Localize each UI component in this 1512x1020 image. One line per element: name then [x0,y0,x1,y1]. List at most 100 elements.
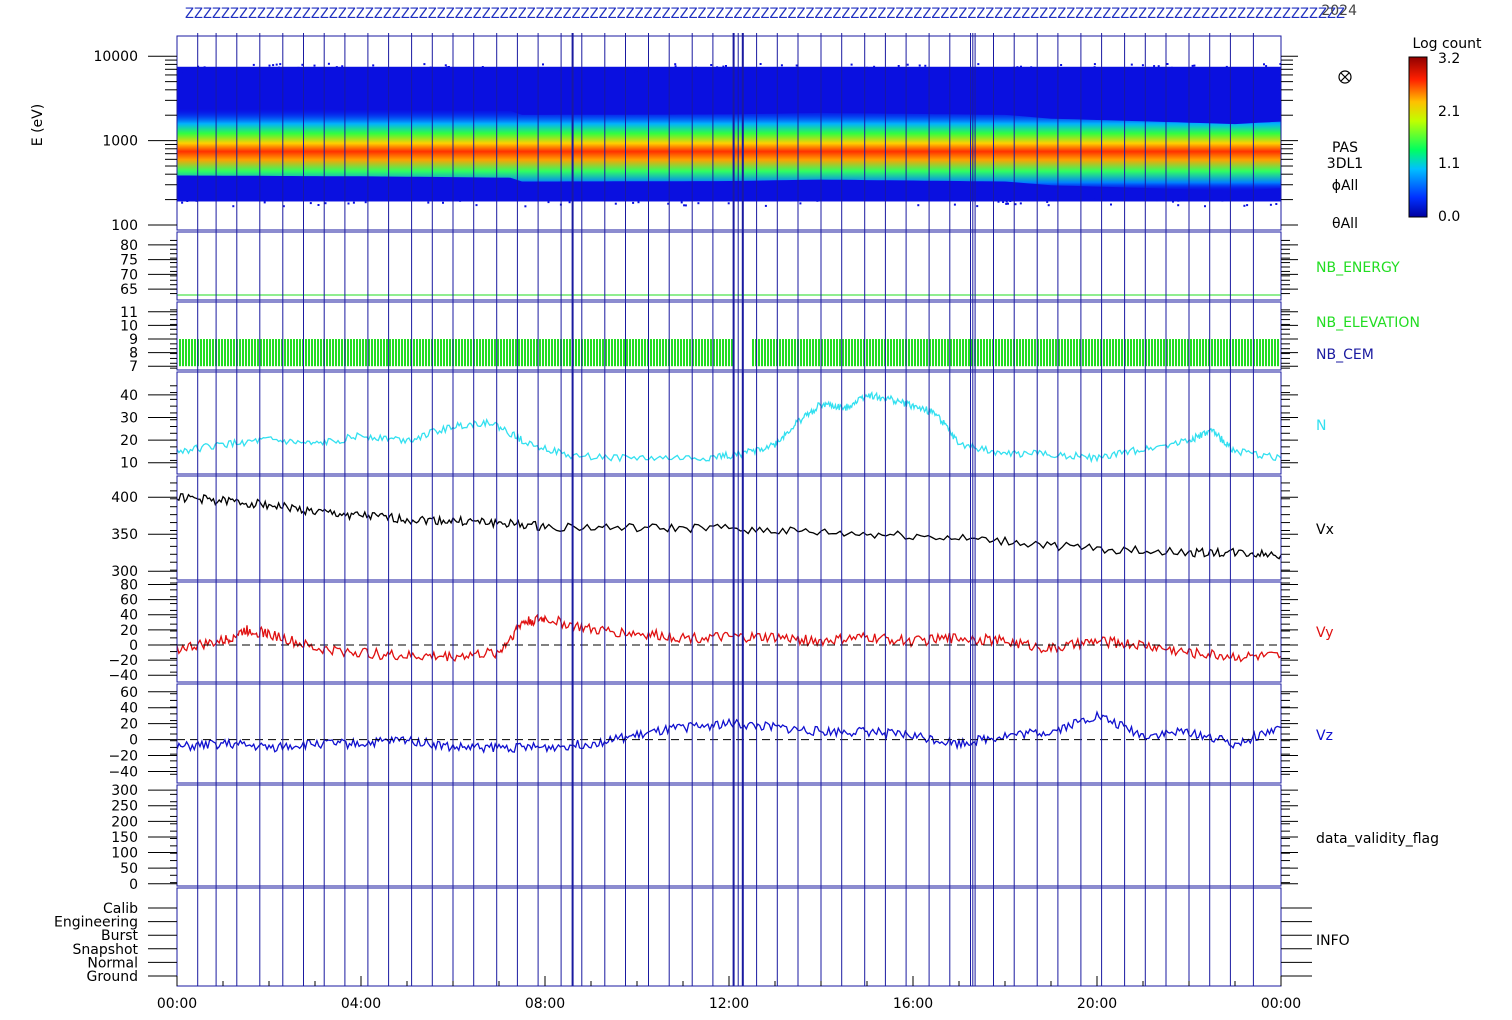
nb-elevation-bar [440,339,442,367]
spectrogram-speckle [906,197,908,200]
nb-elevation-bar [554,339,556,367]
spectrogram-speckle [447,66,450,68]
nb-elevation-bar [671,339,673,367]
nb-elevation-bar [983,339,985,367]
nb-elevation-bar [512,339,514,367]
nb-elevation-bar [536,339,538,367]
nb-elevation-bar [428,339,430,367]
nb-elevation-bar [1004,339,1006,367]
spectrogram-speckle [674,65,677,68]
nb-elevation-bar [1067,339,1069,367]
y-tick-label: 30 [120,410,138,426]
nb-elevation-bar [857,339,859,367]
spectrogram-speckle [452,72,455,74]
spectrogram-speckle [1238,198,1241,201]
nb-elevation-bar [1184,339,1186,367]
nb-elevation-bar [368,339,370,367]
nb-elevation-bar [446,339,448,367]
y-tick-label: 11 [120,305,138,321]
spectrogram-speckle [968,198,971,201]
spectrogram-speckle [459,199,462,202]
nb-elevation-bar [1148,339,1150,367]
spectrogram-speckle [1157,65,1160,68]
nb-elevation-bar [1214,339,1216,367]
nb-elevation-bar [1271,339,1273,367]
nb-elevation-bar [515,339,517,367]
nb-elevation-bar [179,339,181,367]
nb-elevation-bar [1241,339,1243,367]
panel-frame [176,301,1282,371]
spectrogram-speckle [634,70,637,73]
nb-elevation-bar [377,339,379,367]
nb-elevation-bar [188,339,190,367]
spectrogram-speckle [690,70,693,73]
nb-elevation-bar [950,339,952,367]
spectrogram-speckle [842,70,845,73]
x-tick-label: 00:00 [157,996,197,1012]
nb-elevation-bar [224,339,226,367]
nb-elevation-bar [545,339,547,367]
spectrogram-speckle [1014,203,1017,206]
nb-elevation-bar [761,339,763,367]
nb-elevation-bar [293,339,295,367]
nb-elevation-bar [479,339,481,367]
nb-elevation-bar [1040,339,1042,367]
y-tick-label: −20 [108,653,138,669]
time-markers [197,33,1254,986]
spectrogram-speckle [341,65,344,68]
nb-elevation-bar [956,339,958,367]
spectrogram-speckle [276,197,279,200]
spectrogram-speckle [902,67,905,70]
nb-elevation-bar [995,339,997,367]
nb-elevation-bar [938,339,940,367]
spectrogram-speckle [1047,204,1050,207]
nb-elevation-bar [1172,339,1174,367]
spectrogram-speckle [1020,65,1022,68]
nb-elevation-bar [269,339,271,367]
header-year: 2024 [1321,3,1357,19]
spectrogram-speckle [1275,203,1278,205]
nb-elevation-bar [1169,339,1171,367]
spectrogram-speckle [186,200,189,202]
nb-elevation-bar [1019,339,1021,367]
nb-elevation-bar [311,339,313,367]
spectrogram-speckle [805,68,808,71]
spectrogram-speckle [912,195,914,198]
spectrogram-speckle [203,66,206,69]
spectrogram-speckle [929,195,932,198]
colorbar-tick-min: 0.0 [1438,209,1460,225]
nb-elevation-bar [842,339,844,367]
nb-elevation-bar [500,339,502,367]
colorbar: Log count 3.2 2.1 1.1 0.0 [1408,36,1482,225]
nb-elevation-bar [461,339,463,367]
nb-elevation-bar [731,339,733,367]
nb-elevation-bar [287,339,289,367]
nb-elevation-bar [371,339,373,367]
right-labels: PAS 3DL1 ϕAll θAll NB_ENERGY NB_ELEVATIO… [1316,140,1439,949]
nb-elevation-bar [203,339,205,367]
spectrogram-speckle [352,201,355,204]
nb-elevation-bar [656,339,658,367]
nb-elevation-bar [851,339,853,367]
nb-elevation-bar [602,339,604,367]
info-category-label: Normal [87,955,138,971]
spectrogram-speckle [1044,69,1047,72]
spectrogram-speckle [181,196,184,199]
nb-elevation-bar [467,339,469,367]
spectrogram-speckle [1060,64,1063,66]
spectrogram-speckle [764,204,767,207]
colorbar-scale [1408,56,1428,218]
nb-elevation-bar [881,339,883,367]
spectrogram-speckle [209,198,211,201]
y-tick-label: 65 [120,282,138,298]
label-nb-elevation: NB_ELEVATION [1316,315,1420,331]
y-tick-label: 10 [120,456,138,472]
nb-elevation-bar [494,339,496,367]
nb-elevation-bar [362,339,364,367]
nb-elevation-bar [257,339,259,367]
spectrogram-speckle [637,201,640,204]
nb-elevation-bar [896,339,898,367]
spectrogram-speckle [1279,63,1281,65]
info-category-label: Calib [103,901,138,917]
nb-elevation-bar [767,339,769,367]
